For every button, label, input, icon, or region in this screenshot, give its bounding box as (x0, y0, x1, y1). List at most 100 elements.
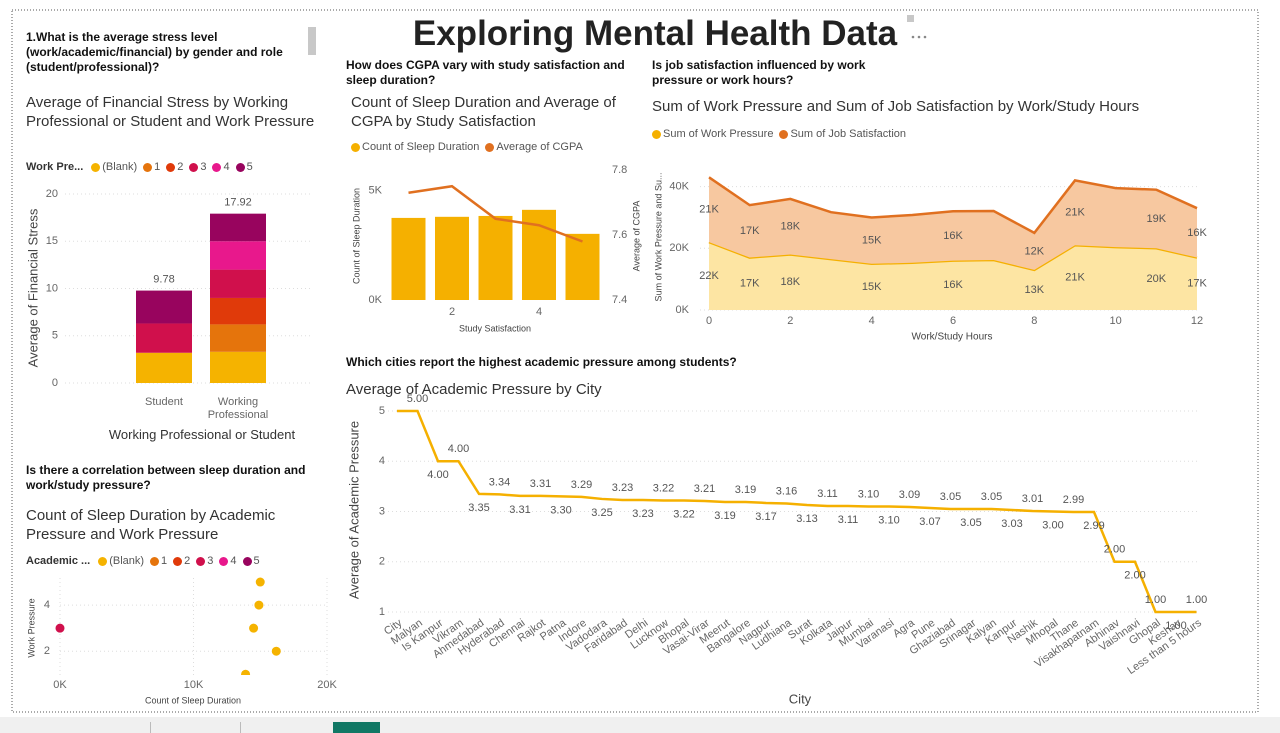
data-label: 3.11 (817, 488, 838, 500)
legend: Count of Sleep Duration Average of CGPA (351, 141, 583, 153)
data-label: 13K (1025, 284, 1045, 296)
bar-segment (210, 297, 266, 325)
data-label: 3.07 (919, 516, 940, 528)
legend-swatch (91, 162, 101, 172)
y-tick-label: 15 (46, 235, 58, 247)
legend-item: (Blank) (98, 555, 144, 567)
bar-segment (136, 352, 192, 383)
data-label: 3.30 (550, 504, 571, 516)
data-label: 20K (1147, 273, 1167, 285)
question: Is job satisfaction influenced by work p… (652, 58, 866, 87)
x-tick-label: 8 (1031, 315, 1037, 327)
data-label: 5.00 (407, 393, 428, 405)
legend-label: 1 (154, 161, 161, 173)
x-tick-label: 4 (536, 306, 542, 318)
y-tick-label: 3 (379, 505, 385, 517)
legend-item: 2 (166, 161, 183, 173)
data-label: 3.21 (694, 483, 715, 495)
bar-segment (136, 290, 192, 324)
data-label: 3.23 (632, 508, 653, 520)
legend-swatch (351, 142, 360, 152)
data-label: 3.31 (509, 504, 530, 516)
data-label: 17K (740, 225, 760, 237)
point (55, 623, 65, 633)
data-label: 3.09 (899, 489, 920, 501)
x-axis-title: Study Satisfaction (459, 323, 531, 333)
y-tick-label: 5 (52, 330, 58, 342)
data-label: 2.99 (1083, 520, 1104, 532)
y-tick-label: 20 (46, 188, 58, 200)
bar-segment (210, 213, 266, 242)
chart-title: Sum of Work Pressure and Sum of Job Sati… (652, 98, 1140, 115)
data-label: 21K (1065, 207, 1085, 219)
bar-segment (210, 351, 266, 383)
data-label: 3.10 (878, 514, 899, 526)
legend-title: Work Pre... (26, 161, 84, 173)
y-tick-label: 0K (676, 304, 690, 316)
data-label: 3.19 (714, 510, 735, 522)
data-label: 3.05 (981, 491, 1002, 503)
y-tick-label: 10 (46, 282, 58, 294)
data-label: 3.03 (1001, 518, 1022, 530)
x-tick-label: 2 (787, 315, 793, 327)
y-tick-label: 7.6 (612, 229, 627, 241)
data-label: 3.31 (530, 478, 551, 490)
legend-title: Academic ... (26, 555, 91, 567)
y-axis-title: Average of Academic Pressure (346, 421, 361, 599)
point (255, 577, 265, 587)
data-label: 3.05 (940, 491, 961, 503)
legend-item: Sum of Work Pressure (652, 128, 773, 140)
y-tick-label: 5K (369, 185, 383, 197)
y-tick-label: 40K (669, 181, 689, 193)
x-tick-label: 0 (706, 315, 712, 327)
legend-swatch (652, 129, 661, 139)
data-label: 3.00 (1042, 519, 1063, 531)
legend-label: Sum of Job Satisfaction (790, 128, 907, 140)
x-tick-label: 6 (950, 315, 956, 327)
data-label: 17K (1187, 278, 1207, 290)
legend-item: Count of Sleep Duration (351, 141, 479, 153)
data-label: 3.29 (571, 479, 592, 491)
dashboard-title: Exploring Mental Health Data (412, 14, 898, 53)
y-tick-label: 2 (44, 645, 50, 657)
y-axis-title: Sum of Work Pressure and Su... (653, 173, 663, 302)
legend-swatch (219, 556, 229, 566)
legend-swatch (235, 162, 245, 172)
chart-title: Average of Financial Stress by Working P… (26, 94, 315, 130)
legend-label: 3 (200, 161, 207, 173)
more-options[interactable] (911, 35, 927, 39)
active-tab[interactable] (333, 722, 380, 733)
bar-segment (210, 269, 266, 298)
y-tick-label: 5 (379, 405, 385, 417)
line (408, 184, 583, 243)
legend-item: 4 (219, 555, 237, 567)
data-label: 15K (862, 234, 882, 246)
data-label: 3.11 (838, 514, 859, 526)
legend-item: 1 (143, 161, 160, 173)
question: How does CGPA vary with study satisfacti… (346, 58, 625, 87)
y-axis-title: Average of Financial Stress (25, 208, 40, 367)
data-label: 3.13 (796, 513, 817, 525)
legend-swatch (196, 556, 206, 566)
points (55, 577, 281, 675)
point (249, 623, 259, 633)
data-label: 3.22 (673, 508, 694, 520)
legend-label: 5 (246, 161, 253, 173)
area-fill (709, 177, 1197, 270)
x-axis-title: Work/Study Hours (912, 332, 993, 343)
data-label: 15K (862, 281, 882, 293)
legend-label: (Blank) (109, 555, 145, 567)
bar (391, 217, 426, 300)
y-tick-label: 4 (44, 599, 50, 611)
data-label: 19K (1147, 213, 1167, 225)
scrollbar (308, 27, 316, 55)
data-label: 16K (943, 230, 963, 242)
data-label: 1.00 (1186, 594, 1207, 606)
x-tick-label: 2 (449, 306, 455, 318)
bar (478, 215, 513, 300)
focus-icon (907, 15, 914, 22)
data-label: 3.05 (960, 517, 981, 529)
x-tick-label: 12 (1191, 315, 1203, 327)
total-label: 17.92 (224, 197, 252, 209)
